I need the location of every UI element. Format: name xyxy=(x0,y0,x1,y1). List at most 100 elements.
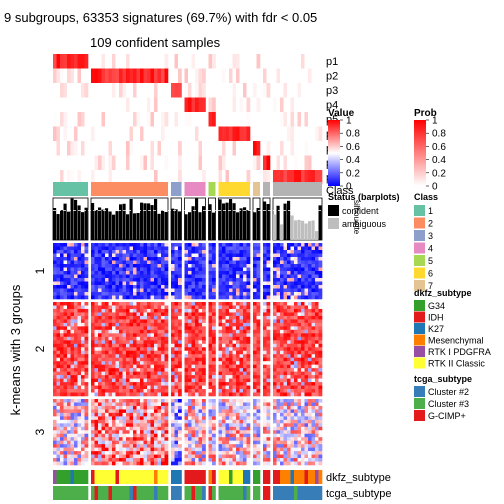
heat-cell xyxy=(143,368,148,372)
heat-cell xyxy=(171,292,175,296)
heat-cell xyxy=(150,354,155,358)
heat-cell xyxy=(161,419,165,424)
heat-cell xyxy=(301,385,305,390)
heat-cell xyxy=(184,271,189,275)
heat-cell xyxy=(157,312,162,317)
heat-cell xyxy=(101,357,106,362)
heat-cell xyxy=(232,315,237,320)
heat-cell xyxy=(297,361,302,365)
heat-cell xyxy=(208,437,213,441)
heat-cell xyxy=(222,305,226,310)
heat-cell xyxy=(77,278,82,282)
heat-cell xyxy=(147,402,151,407)
heat-cell xyxy=(212,267,216,272)
heat-cell xyxy=(150,343,155,348)
heat-cell xyxy=(280,305,284,310)
heat-cell xyxy=(243,322,247,327)
heat-cell xyxy=(246,385,251,390)
heat-cell xyxy=(315,274,319,279)
heat-cell xyxy=(266,295,271,300)
prob-cell xyxy=(188,97,192,112)
heat-cell xyxy=(225,399,230,403)
heat-cell xyxy=(60,454,64,459)
silhouette-bar xyxy=(290,215,294,240)
heat-cell xyxy=(136,322,141,327)
prob-cell xyxy=(239,83,244,98)
heat-cell xyxy=(188,343,192,348)
heat-cell xyxy=(178,451,182,455)
heat-cell xyxy=(225,458,230,462)
heat-cell xyxy=(202,308,206,313)
heat-cell xyxy=(229,454,233,459)
heat-cell xyxy=(105,257,109,261)
heat-cell xyxy=(56,416,61,421)
heat-cell xyxy=(301,375,305,379)
heat-cell xyxy=(212,292,216,296)
heat-cell xyxy=(273,336,277,341)
prob-cell xyxy=(229,97,233,112)
silhouette-bar xyxy=(222,203,226,240)
heat-cell xyxy=(77,305,82,310)
heat-cell xyxy=(294,378,298,383)
heat-cell xyxy=(171,426,175,431)
heat-cell xyxy=(53,361,57,365)
heat-cell xyxy=(218,412,223,417)
heat-cell xyxy=(287,281,291,286)
heat-cell xyxy=(154,423,158,428)
heat-cell xyxy=(174,419,179,424)
prob-cell xyxy=(253,68,257,83)
heat-cell xyxy=(119,361,123,365)
heat-cell xyxy=(202,419,206,424)
heat-cell xyxy=(276,382,281,386)
heat-cell xyxy=(297,329,302,334)
heat-cell xyxy=(143,340,148,345)
heat-cell xyxy=(225,402,230,407)
heat-cell xyxy=(212,305,216,310)
heat-cell xyxy=(70,364,75,369)
heat-cell xyxy=(280,357,284,362)
prob-cell xyxy=(115,68,120,83)
silhouette-bar xyxy=(195,198,199,240)
prob-cell xyxy=(236,126,240,141)
heat-cell xyxy=(94,454,99,459)
prob-cell xyxy=(212,97,216,112)
prob-cell xyxy=(301,54,305,69)
heat-cell xyxy=(294,426,298,431)
heat-cell xyxy=(91,461,95,466)
heat-cell xyxy=(246,364,251,369)
heat-cell xyxy=(154,333,158,338)
heat-cell xyxy=(150,416,155,421)
heat-cell xyxy=(195,451,199,455)
prob-cell xyxy=(63,155,68,170)
heat-cell xyxy=(174,278,179,282)
prob-cell xyxy=(140,141,144,156)
heat-cell xyxy=(253,281,257,286)
heat-cell xyxy=(140,253,144,258)
heat-cell xyxy=(53,447,57,452)
heat-cell xyxy=(126,260,130,265)
heat-cell xyxy=(74,426,78,431)
heat-cell xyxy=(263,430,267,435)
heat-cell xyxy=(101,364,106,369)
prob-cell xyxy=(101,83,106,98)
heat-cell xyxy=(108,285,113,289)
prob-cell xyxy=(315,170,319,185)
heat-cell xyxy=(301,253,305,258)
heat-cell xyxy=(315,405,319,410)
heat-cell xyxy=(133,461,137,466)
heat-cell xyxy=(266,274,271,279)
heat-cell xyxy=(119,315,123,320)
heat-cell xyxy=(276,326,281,331)
heat-cell xyxy=(161,288,165,293)
heat-cell xyxy=(188,389,192,393)
prob-cell xyxy=(202,170,206,185)
heat-cell xyxy=(140,278,144,282)
heat-cell xyxy=(67,257,71,261)
heat-cell xyxy=(225,281,230,286)
heat-cell xyxy=(119,357,123,362)
heat-cell xyxy=(315,333,319,338)
heat-cell xyxy=(150,371,155,376)
heat-cell xyxy=(301,343,305,348)
heat-cell xyxy=(236,458,240,462)
heat-cell xyxy=(164,285,169,289)
